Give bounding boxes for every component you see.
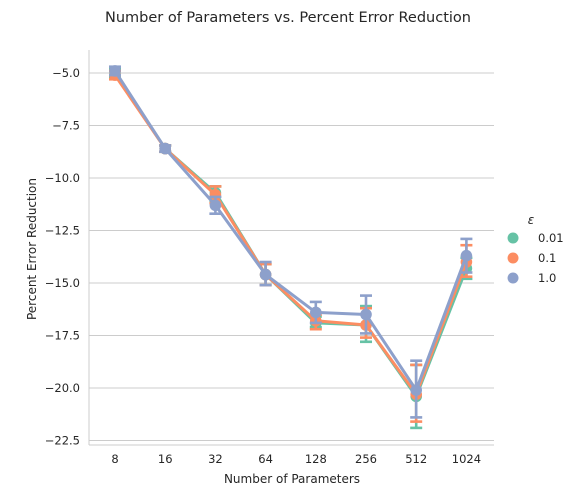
chart-title: Number of Parameters vs. Percent Error R… [105,10,471,26]
x-tick-label: 256 [355,452,377,466]
y-tick-label: −7.5 [52,119,80,133]
series-line [113,74,468,396]
data-point [159,142,171,155]
tick-labels: −5.0 −7.5 −10.0 −12.5 −15.0 −17.5 −20.0 −22.5 8 1… [45,66,481,466]
data-point [259,268,272,281]
legend-label-0.1: 0.1 [538,251,556,265]
x-tick-label: 64 [258,452,273,466]
y-tick-label: −20.0 [45,381,80,395]
data-point [460,249,473,262]
x-tick-label: 1024 [452,452,481,466]
grid [89,72,494,441]
y-tick-label: −12.5 [45,224,80,238]
series-line [113,70,468,392]
series-1.0 [109,65,473,419]
data-point [310,306,322,319]
series-layer [109,65,473,430]
x-tick-label: 16 [158,452,173,466]
data-point [209,199,222,212]
legend-label-1.0: 1.0 [538,271,556,285]
legend-marker-0.1 [507,252,519,264]
data-point [360,308,372,321]
series-0.1 [109,69,473,423]
legend-title: ε [528,213,535,227]
y-axis-label: Percent Error Reduction [25,178,39,320]
x-axis-label: Number of Parameters [224,472,360,486]
series-line [113,72,468,398]
series-0.01 [109,67,473,430]
data-point [410,384,423,396]
y-tick-label: −5.0 [52,66,80,80]
y-tick-label: −10.0 [45,171,80,185]
x-tick-label: 32 [208,452,223,466]
axes [88,50,494,446]
legend-marker-1.0 [507,272,519,284]
x-tick-label: 8 [111,452,118,466]
data-point [109,65,121,77]
legend: ε 0.01 0.1 1.0 [507,213,564,285]
x-tick-label: 128 [305,452,327,466]
x-tick-label: 512 [405,452,427,466]
legend-marker-0.01 [507,232,519,244]
legend-label-0.01: 0.01 [538,231,564,245]
y-tick-label: −22.5 [45,434,80,448]
y-tick-label: −17.5 [45,329,80,343]
y-tick-label: −15.0 [45,276,80,290]
